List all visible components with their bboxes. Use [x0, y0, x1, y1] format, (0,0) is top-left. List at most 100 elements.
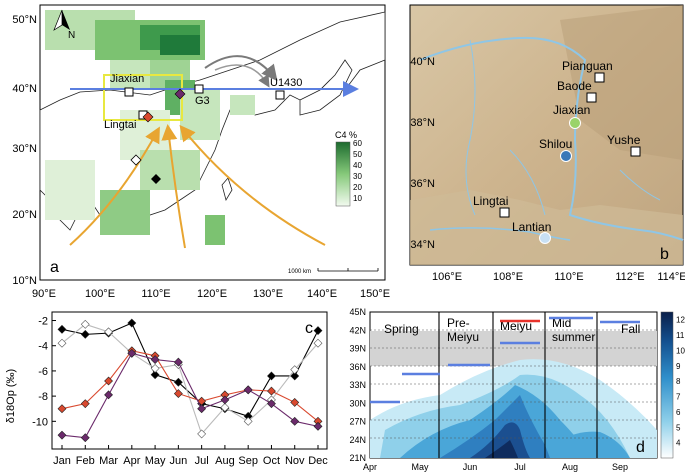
- month-tick-label: Aug: [562, 462, 578, 472]
- x-tick-label: Feb: [76, 455, 95, 467]
- series-point-1: [290, 365, 300, 375]
- site-marker-purple-diamond: [174, 88, 186, 100]
- x-tick-label: Dec: [308, 455, 328, 467]
- lon-tick: 110°E: [141, 288, 170, 300]
- legend-colorbar: [335, 141, 351, 207]
- site-label-u1430: U1430: [270, 77, 302, 89]
- colorbar-tick-label: 5: [676, 423, 681, 432]
- series-point-0: [57, 324, 67, 334]
- series-point-3: [313, 421, 323, 431]
- site-marker-baode: [586, 92, 597, 103]
- svg-text:40: 40: [353, 161, 362, 170]
- colorbar-tick-label: 12: [676, 316, 685, 325]
- series-line-2: [61, 350, 319, 422]
- relief-highlands: [560, 5, 683, 160]
- site-marker-lantian: [539, 232, 551, 244]
- series-point-1: [197, 429, 207, 439]
- lon-tick: 100°E: [85, 288, 115, 300]
- site-marker-jiaxian: [569, 117, 581, 129]
- series-point-3: [104, 390, 113, 400]
- svg-text:1000 km: 1000 km: [288, 269, 311, 275]
- x-tick-label: Sep: [238, 455, 258, 467]
- site-marker-g3: [194, 84, 204, 94]
- colorbar-ticks: 12 11 10 9 8 7 6 5 4: [676, 316, 685, 448]
- colorbar-tick-label: 7: [676, 393, 681, 402]
- scale-bar: 1000 km: [288, 268, 379, 275]
- site-marker-jiaxian: [124, 87, 134, 97]
- site-label-jiaxian: Jiaxian: [553, 103, 590, 117]
- colorbar-tick-label: 10: [676, 346, 685, 355]
- series-point-3: [127, 348, 137, 358]
- x-tick-label: Jul: [195, 455, 209, 467]
- series-point-3: [150, 355, 160, 365]
- panel-a-lon-labels: 90°E 100°E 110°E 120°E 130°E 140°E 150°E: [32, 288, 390, 300]
- lat-tick-label: 45N: [349, 307, 366, 317]
- panel-c-x-ticks: Jan Feb Mar Apr May Jun Jul Aug Sep Oct Nov Dec: [53, 445, 328, 467]
- svg-text:50: 50: [353, 150, 362, 159]
- svg-text:30: 30: [353, 172, 362, 181]
- series-point-1: [243, 416, 253, 426]
- x-tick-label: Apr: [123, 455, 140, 467]
- site-label-lingtai: Lingtai: [104, 119, 136, 131]
- lon-tick: 140°E: [307, 288, 337, 300]
- panel-label: b: [660, 246, 669, 263]
- winter-monsoon-arrow: [204, 55, 278, 82]
- lat-tick: 40°N: [410, 56, 435, 68]
- site-label-yushe: Yushe: [607, 133, 641, 147]
- site-marker-lingtai: [499, 207, 510, 218]
- site-label-lingtai: Lingtai: [473, 194, 508, 208]
- site-marker-pianguan: [594, 72, 605, 83]
- lat-tick-label: 30N: [349, 398, 366, 408]
- month-tick-label: May: [411, 462, 429, 472]
- series-point-2: [80, 399, 90, 409]
- tributary: [465, 39, 476, 216]
- panel-b: 40°N 38°N 36°N 34°N 106°E 108°E 110°E 11…: [409, 4, 685, 283]
- x-tick-label: Aug: [215, 455, 235, 467]
- yellow-river: [419, 36, 684, 241]
- lat-tick: 20°N: [12, 209, 37, 221]
- site-label-shilou: Shilou: [539, 137, 572, 151]
- series-point-0: [80, 329, 90, 339]
- series-point-0: [267, 371, 276, 381]
- lat-tick: 30°N: [12, 143, 37, 155]
- panel-d: Spring Pre- Meiyu Meiyu Mid summer Fall …: [349, 307, 685, 472]
- summer-monsoon-arrow: [69, 126, 160, 246]
- study-area-box: [103, 74, 183, 121]
- series-point-2: [267, 386, 276, 396]
- lon-tick: 112°E: [615, 271, 644, 283]
- series-point-3: [57, 430, 67, 440]
- summer-monsoon-arrow: [179, 124, 326, 246]
- svg-text:60: 60: [353, 139, 362, 148]
- y-tick-label: -10: [32, 416, 48, 428]
- lat-tick: 36°N: [410, 178, 435, 190]
- panel-a: 50°N 40°N 30°N 20°N 10°N 90°E 100°E 110°…: [12, 4, 390, 300]
- panel-c: δ18Op (‰) -2 -4 -6 -8 -10 Jan Feb Mar Apr May Jun…: [5, 311, 328, 467]
- c4-vegetation: [45, 10, 255, 245]
- colorbar: [660, 311, 674, 459]
- series-point-0: [150, 370, 160, 380]
- wei-river: [429, 227, 571, 241]
- panel-label: c: [305, 320, 313, 337]
- lon-tick: 120°E: [197, 288, 227, 300]
- panel-d-y-ticks: 45N 42N 39N 36N 33N 30N 27N 24N 21N: [349, 307, 366, 463]
- series-point-0: [313, 326, 323, 336]
- series-point-2: [57, 404, 67, 414]
- panel-label: a: [50, 259, 59, 276]
- site-label-g3: G3: [195, 95, 210, 107]
- colorbar-tick-label: 9: [676, 362, 681, 371]
- site-marker-shilou: [560, 150, 572, 162]
- site-label-lantian: Lantian: [512, 220, 551, 234]
- colorbar-tick-label: 11: [676, 331, 685, 340]
- season-label: Meiyu: [500, 319, 532, 333]
- series-point-3: [290, 416, 300, 426]
- panel-c-y-ticks: -2 -4 -6 -8 -10: [32, 316, 56, 428]
- panel-d-x-ticks: Apr May Jun Jul Aug Sep: [363, 462, 628, 472]
- lat-tick: 10°N: [12, 275, 37, 287]
- season-label: Meiyu: [447, 330, 479, 344]
- north-arrow-icon: N: [53, 9, 75, 41]
- lon-tick: 150°E: [360, 288, 390, 300]
- season-dividers: [438, 312, 598, 458]
- site-label-baode: Baode: [557, 79, 592, 93]
- month-tick-label: Sep: [612, 462, 628, 472]
- series-point-1: [104, 327, 113, 337]
